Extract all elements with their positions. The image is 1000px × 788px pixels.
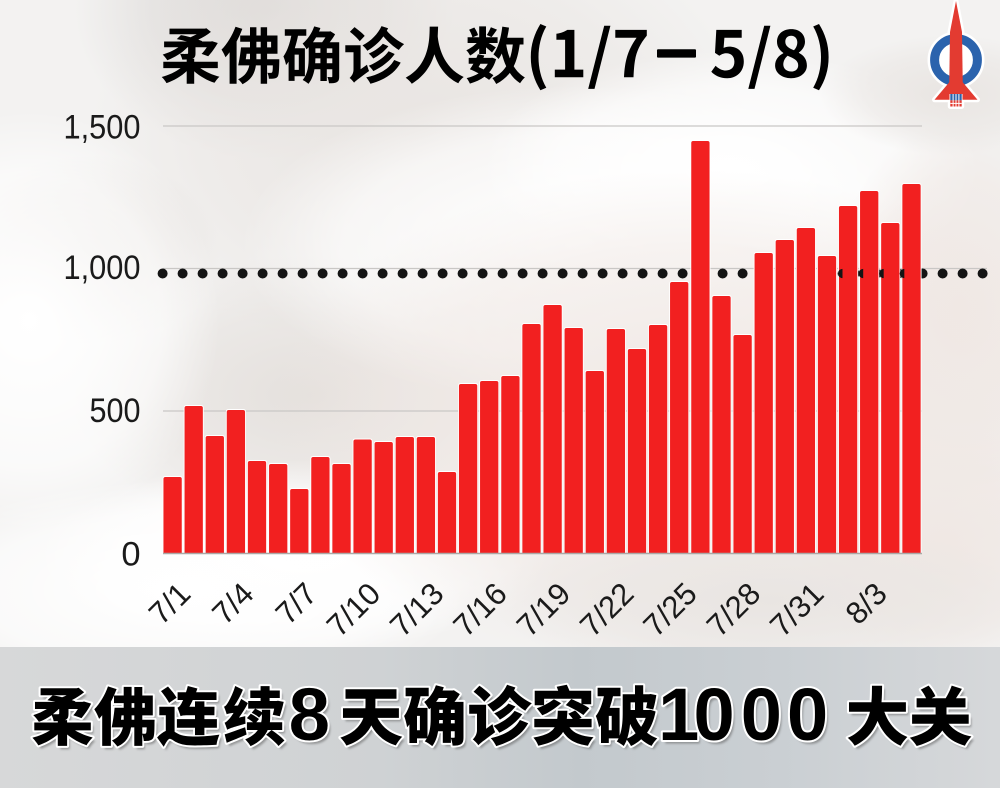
svg-text:0: 0	[121, 536, 140, 574]
svg-text:0: 0	[743, 676, 784, 759]
svg-text:500: 500	[90, 392, 141, 430]
svg-text:0: 0	[787, 673, 828, 756]
svg-text:0: 0	[696, 676, 737, 759]
svg-text:1: 1	[658, 673, 699, 756]
svg-text:8: 8	[291, 676, 332, 759]
svg-text:0: 0	[741, 673, 782, 756]
svg-text:8: 8	[289, 673, 330, 756]
svg-text:0: 0	[790, 676, 831, 759]
svg-text:1,000: 1,000	[64, 249, 141, 287]
svg-text:1,500: 1,500	[64, 109, 141, 147]
svg-text:1: 1	[661, 676, 702, 759]
svg-text:0: 0	[694, 673, 735, 756]
